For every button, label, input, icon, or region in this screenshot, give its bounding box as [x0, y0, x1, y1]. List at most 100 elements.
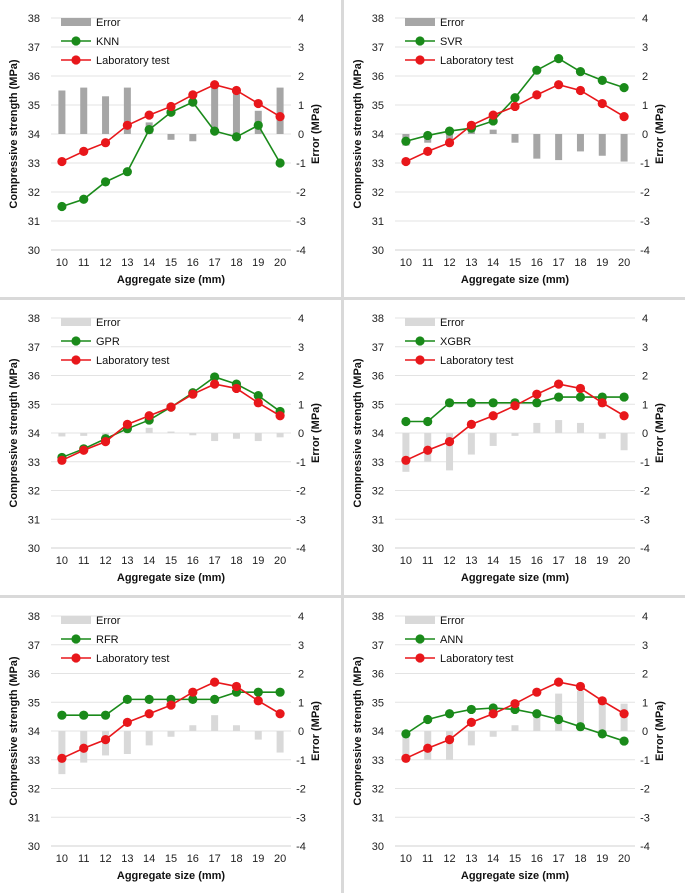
legend-label: Error: [96, 317, 121, 329]
model-point: [444, 709, 455, 719]
y-tick-label: 34: [372, 726, 384, 738]
error-bar: [232, 725, 240, 731]
x-tick-label: 16: [531, 853, 543, 865]
error-bar: [123, 731, 131, 754]
error-bar: [189, 725, 197, 731]
model-point: [575, 67, 586, 77]
y-tick-label: 34: [28, 129, 40, 141]
x-tick-label: 11: [78, 555, 89, 567]
legend-label: Error: [440, 615, 465, 627]
model-point: [188, 97, 198, 107]
model-point: [597, 729, 607, 739]
y-tick-label: 38: [28, 611, 40, 623]
y2-axis-title: Error (MPa): [310, 104, 322, 164]
laboratory-point: [423, 146, 433, 156]
x-tick-label: 19: [596, 853, 608, 865]
laboratory-point: [122, 717, 132, 727]
y2-tick-label: 4: [298, 313, 304, 325]
laboratory-point: [510, 699, 520, 709]
x-tick-label: 18: [230, 853, 242, 865]
y2-tick-label: -4: [296, 245, 306, 257]
laboratory-point: [619, 709, 629, 719]
x-tick-label: 13: [121, 555, 133, 567]
y-tick-label: 37: [372, 42, 384, 54]
y2-tick-label: 2: [298, 669, 304, 681]
laboratory-point: [57, 455, 67, 465]
y-tick-label: 32: [28, 784, 40, 796]
laboratory-point: [423, 445, 433, 455]
error-bar: [276, 87, 284, 134]
legend-swatch-marker: [71, 336, 81, 346]
y-tick-label: 37: [28, 640, 40, 652]
model-point: [210, 372, 220, 382]
x-tick-label: 10: [400, 257, 412, 269]
y2-tick-label: 3: [298, 342, 304, 354]
laboratory-point: [122, 419, 132, 429]
error-bar: [576, 690, 584, 731]
x-tick-label: 14: [143, 853, 155, 865]
model-point: [210, 126, 220, 136]
x-axis-title: Aggregate size (mm): [117, 870, 226, 882]
y-tick-label: 38: [372, 313, 384, 325]
laboratory-point: [166, 402, 176, 412]
y-tick-label: 35: [28, 100, 40, 112]
x-axis-title: Aggregate size (mm): [461, 572, 570, 584]
legend-swatch-marker: [71, 36, 81, 46]
error-bar: [211, 87, 219, 134]
laboratory-point: [575, 383, 586, 394]
laboratory-point: [423, 743, 433, 753]
x-tick-label: 15: [165, 257, 177, 269]
model-point: [253, 120, 263, 130]
laboratory-point: [466, 120, 476, 130]
error-bar: [555, 134, 563, 161]
y-tick-label: 30: [372, 841, 384, 853]
legend-label: XGBR: [440, 336, 471, 348]
laboratory-point: [253, 398, 263, 408]
model-point: [122, 167, 132, 177]
x-tick-label: 10: [56, 853, 68, 865]
y2-axis-title: Error (MPa): [654, 701, 666, 761]
y-tick-label: 34: [28, 726, 40, 738]
error-bar: [598, 433, 606, 439]
y2-tick-label: 3: [298, 42, 304, 54]
model-point: [423, 714, 433, 725]
laboratory-point: [188, 389, 198, 399]
y2-tick-label: -1: [296, 158, 306, 170]
y-tick-label: 30: [28, 245, 40, 257]
y-tick-label: 36: [28, 71, 40, 83]
y-tick-label: 34: [372, 428, 384, 440]
laboratory-point: [532, 90, 542, 100]
legend-swatch-marker: [415, 653, 425, 663]
x-tick-label: 13: [465, 853, 477, 865]
error-bar: [80, 87, 88, 134]
x-tick-label: 19: [252, 853, 264, 865]
laboratory-point: [597, 696, 607, 706]
laboratory-point: [253, 696, 263, 706]
y2-tick-label: -3: [640, 216, 650, 228]
x-tick-label: 11: [422, 257, 433, 269]
y2-axis-title: Error (MPa): [654, 403, 666, 463]
x-tick-label: 14: [143, 555, 155, 567]
y2-tick-label: 3: [642, 342, 648, 354]
y-tick-label: 37: [372, 640, 384, 652]
x-tick-label: 16: [187, 853, 199, 865]
laboratory-point: [444, 138, 455, 148]
laboratory-point: [231, 383, 242, 394]
model-point: [253, 687, 263, 697]
y-tick-label: 37: [28, 342, 40, 354]
x-tick-label: 17: [209, 853, 221, 865]
error-bar: [123, 87, 131, 134]
model-point: [79, 710, 89, 720]
error-bar: [467, 731, 475, 746]
y-tick-label: 32: [28, 486, 40, 498]
legend-label: Laboratory test: [96, 355, 169, 367]
y2-tick-label: 4: [298, 611, 304, 623]
laboratory-point: [253, 98, 263, 109]
y-tick-label: 30: [372, 245, 384, 257]
y2-tick-label: 0: [298, 428, 304, 440]
model-point: [466, 704, 476, 715]
y-tick-label: 35: [28, 399, 40, 411]
y-axis-title: Compressive strength (MPa): [352, 59, 364, 208]
legend-label: RFR: [96, 634, 119, 646]
